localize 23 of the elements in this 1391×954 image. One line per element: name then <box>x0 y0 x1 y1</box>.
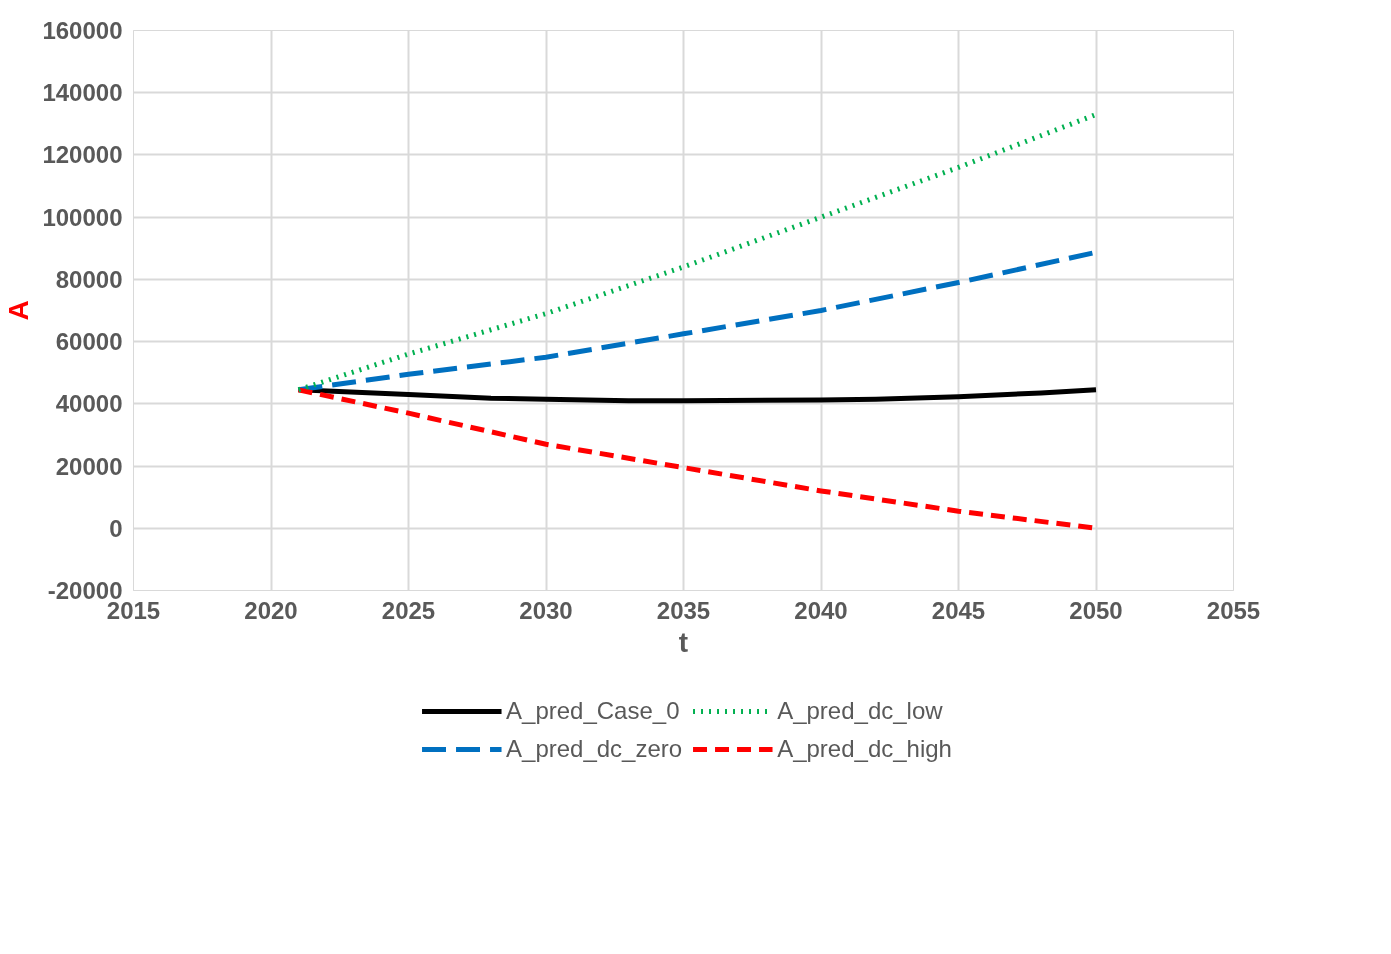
legend-label: A_pred_Case_0 <box>506 697 680 725</box>
x-tick-label: 2035 <box>656 596 711 624</box>
y-axis-title: A <box>3 300 35 321</box>
y-tick-label: 80000 <box>55 265 123 293</box>
y-tick-label: 0 <box>109 514 123 542</box>
y-tick-label: 100000 <box>42 203 123 231</box>
x-tick-label: 2020 <box>244 596 298 624</box>
y-tick-label: 120000 <box>42 141 123 169</box>
x-tick-label: 2050 <box>1069 596 1123 624</box>
y-tick-label: 40000 <box>55 390 123 418</box>
x-tick-label: 2040 <box>794 596 848 624</box>
legend-label: A_pred_dc_low <box>777 697 943 725</box>
x-tick-label: 2030 <box>519 596 573 624</box>
legend-label: A_pred_dc_high <box>777 735 952 763</box>
x-tick-label: 2055 <box>1206 596 1261 624</box>
x-axis-title: t <box>678 626 689 658</box>
x-tick-label: 2045 <box>931 596 986 624</box>
y-tick-label: 160000 <box>42 17 123 44</box>
y-tick-label: 60000 <box>55 328 123 356</box>
y-tick-label: 20000 <box>55 452 123 480</box>
legend-label: A_pred_dc_zero <box>506 735 683 763</box>
y-tick-label: 140000 <box>42 79 123 107</box>
x-tick-label: 2025 <box>381 596 436 624</box>
